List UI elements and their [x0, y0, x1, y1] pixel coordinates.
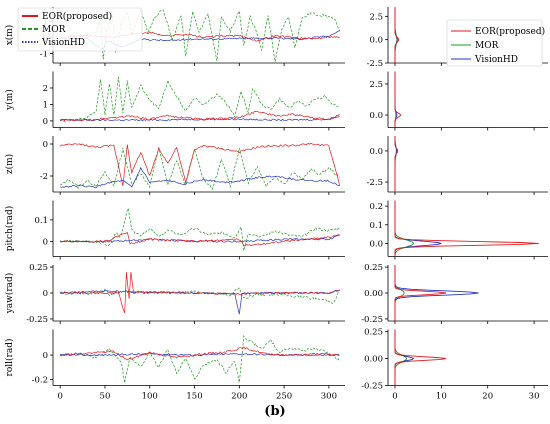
ytick-label-2-1: 0: [43, 140, 48, 150]
ylabel-2: z(m): [4, 154, 15, 174]
legend-right-vision: VisionHD: [474, 55, 518, 65]
ylabel-0: x(m): [4, 25, 15, 46]
ytick-label-5-1: 0: [43, 351, 48, 361]
series-mor-1: [60, 77, 340, 123]
series-vis-1: [60, 114, 340, 122]
hist-ytick-label-4-2: 0.25: [364, 263, 383, 273]
legend-left-eor: EOR(proposed): [42, 11, 112, 22]
hist-ytick-label-0-2: 2.5: [369, 12, 383, 22]
hist-curve-eorproposed-1: [394, 71, 401, 128]
series-vis-2: [60, 166, 340, 189]
series-mor-3: [59, 207, 340, 251]
hist-curve-mor-4: [394, 265, 405, 321]
legend-left-vision: VisionHD: [41, 38, 85, 48]
xtick-label-3: 150: [186, 392, 202, 402]
hist-ytick-label-1-0: 0.0: [369, 111, 383, 121]
hist-curve-eorproposed-0: [394, 7, 400, 63]
ytick-label-5-0: -0.2: [32, 375, 48, 385]
series-eor-2: [59, 142, 340, 186]
subplot-row-2: -2 0 z(m) -2.5 0.0: [4, 136, 548, 195]
ytick-label-1-2: 2: [43, 84, 48, 94]
ytick-label-0-0: -1: [40, 49, 48, 59]
subplot-rows: -101x(m)-2.50.02.5012y(m)0.02.5-20z(m)-2…: [4, 7, 548, 402]
ytick-label-1-0: 0: [43, 117, 48, 127]
series-mor-2: [60, 147, 340, 190]
hist-ytick-label-3-3: 0.2: [369, 202, 383, 212]
hist-xtick-label-1: 10: [436, 392, 447, 402]
hist-xtick-label-2: 20: [482, 392, 493, 402]
ylabel-5: roll(rad): [4, 339, 15, 377]
ytick-label-4-2: 0.25: [29, 263, 48, 273]
ytick-label-2-0: -2: [40, 172, 48, 182]
caption-label: (b): [264, 404, 286, 419]
legend-right-mor: MOR: [475, 41, 499, 51]
hist-curve-visionhd-5: [394, 329, 415, 386]
legend-left-mor: MOR: [42, 25, 66, 35]
hist-ytick-label-0-1: 0.0: [369, 36, 383, 46]
xtick-label-6: 300: [321, 392, 337, 402]
hist-ytick-label-0-0: -2.5: [367, 59, 383, 69]
subplot-row-3: 0 0.1 pitch(rad) 0.0 0.1 0.2: [4, 200, 548, 260]
ytick-label-3-1: 0.1: [34, 216, 48, 226]
hist-ytick-label-2-0: -2.5: [367, 178, 383, 188]
series-mor-4: [59, 287, 340, 304]
ytick-label-4-0: -0.25: [26, 315, 48, 325]
series-vis-4: [60, 289, 340, 315]
hist-ytick-label-4-1: 0.00: [364, 289, 383, 299]
hist-ytick-label-4-0: -0.25: [361, 315, 383, 325]
series-vis-5: [60, 352, 340, 357]
hist-curve-eorproposed-3: [394, 200, 539, 257]
legend-left: EOR(proposed) MOR VisionHD: [17, 7, 143, 52]
ytick-label-4-1: 0: [43, 289, 48, 299]
ylabel-4: yaw(rad): [4, 273, 15, 315]
series-eor-3: [60, 231, 340, 247]
xtick-label-1: 50: [100, 392, 111, 402]
hist-ytick-label-5-0: -0.25: [361, 382, 383, 392]
hist-ytick-label-3-2: 0.1: [369, 221, 383, 231]
hist-curve-eorproposed-2: [394, 136, 399, 192]
legend-right: EOR(proposed) MOR VisionHD: [446, 19, 545, 67]
subplot-row-1: 0 1 2 y(m) 0.0 2.5: [4, 71, 548, 131]
series-eor-1: [59, 110, 340, 122]
legend-right-eor: EOR(proposed): [475, 26, 545, 37]
ylabel-3: pitch(rad): [4, 206, 15, 252]
series-eor-5: [60, 346, 340, 361]
series-vis-3: [59, 234, 340, 243]
hist-ytick-label-5-1: 0.00: [364, 355, 383, 365]
hist-curve-eorproposed-4: [394, 265, 447, 321]
figure-caption: (b): [0, 404, 550, 419]
xtick-label-4: 200: [231, 392, 247, 402]
ytick-label-3-0: 0: [43, 237, 48, 247]
ylabel-1: y(m): [4, 89, 15, 111]
xtick-label-2: 100: [142, 392, 158, 402]
xtick-label-5: 250: [276, 392, 292, 402]
hist-xtick-label-3: 30: [529, 392, 540, 402]
hist-curve-visionhd-4: [394, 265, 479, 321]
hist-ytick-label-2-1: 0.0: [369, 147, 383, 157]
series-mor-5: [59, 335, 340, 383]
series-eor-4: [60, 271, 340, 314]
xtick-label-0: 0: [57, 392, 62, 402]
subplot-row-4: -0.25 0 0.25 yaw(rad) -0.25 0.00 0.25: [4, 263, 548, 325]
ytick-label-1-1: 1: [43, 100, 48, 110]
hist-ytick-label-1-1: 2.5: [369, 80, 383, 90]
hist-xtick-label-0: 0: [392, 392, 397, 402]
hist-curve-mor-5: [394, 329, 407, 386]
hist-curve-eorproposed-5: [394, 329, 446, 386]
hist-ytick-label-3-1: 0.0: [369, 239, 383, 249]
hist-ytick-label-5-2: 0.25: [364, 328, 383, 338]
